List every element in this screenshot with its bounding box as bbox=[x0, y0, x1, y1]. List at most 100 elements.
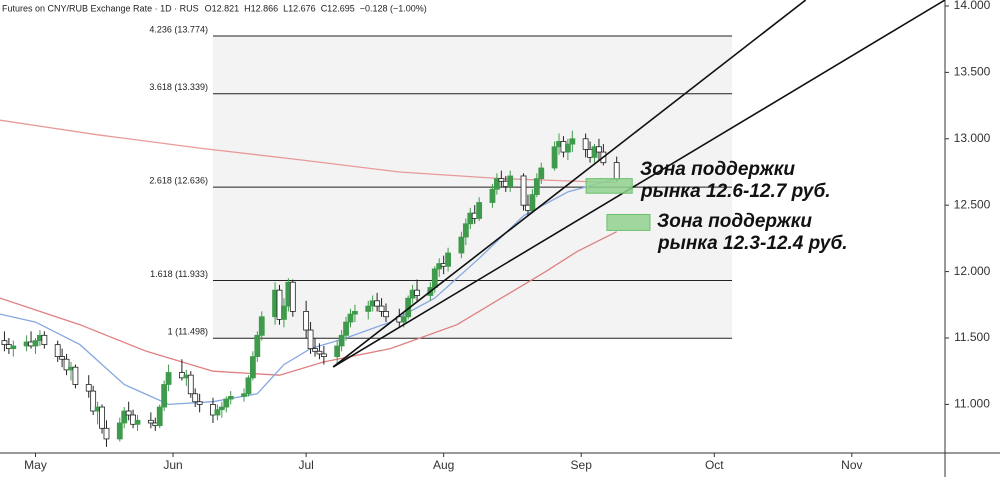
candle-body bbox=[582, 138, 589, 150]
candle-body bbox=[41, 334, 48, 346]
candle-body bbox=[529, 194, 536, 211]
candle-body bbox=[352, 311, 358, 315]
candle-body bbox=[414, 289, 420, 296]
candle-body bbox=[32, 340, 39, 347]
fib-level-label: 2.618 (12.636) bbox=[149, 175, 208, 185]
support-zone bbox=[606, 213, 651, 231]
candle-body bbox=[156, 406, 163, 427]
y-tick-label: 11.500 bbox=[954, 330, 990, 344]
fib-level-label: 1 (11.498) bbox=[168, 327, 208, 337]
candle-body bbox=[54, 344, 61, 357]
quote-label: H12.866 bbox=[244, 3, 278, 13]
candle-body bbox=[520, 175, 527, 206]
y-tick-label: 12.500 bbox=[954, 197, 991, 211]
candle-body bbox=[214, 409, 221, 416]
candle-body bbox=[289, 281, 296, 312]
candle-body bbox=[99, 406, 105, 429]
candle-body bbox=[161, 384, 168, 408]
candle-body bbox=[245, 377, 252, 395]
trendline bbox=[332, 0, 807, 368]
candle-body bbox=[343, 321, 349, 336]
candle-body bbox=[383, 311, 389, 318]
y-tick-label: 14.000 bbox=[954, 0, 991, 12]
candle-body bbox=[134, 419, 141, 425]
candle-body bbox=[400, 316, 407, 323]
candle-body bbox=[476, 202, 483, 219]
x-tick-label: Jun bbox=[163, 458, 182, 472]
x-tick-label: Jul bbox=[298, 458, 313, 472]
candle-body bbox=[192, 393, 199, 403]
candle-body bbox=[489, 188, 496, 203]
candle-body bbox=[613, 162, 620, 180]
candle-body bbox=[365, 305, 372, 312]
candle-body bbox=[569, 138, 576, 145]
candle-body bbox=[165, 372, 172, 385]
candle-body bbox=[258, 316, 265, 336]
candle-body bbox=[445, 252, 451, 267]
candle-body bbox=[223, 398, 230, 408]
candle-body bbox=[72, 366, 79, 385]
annotation: Зона поддержки bbox=[640, 159, 795, 180]
x-tick-label: May bbox=[24, 458, 47, 472]
annotation: рынка 12.3-12.4 руб. bbox=[657, 233, 848, 254]
trendline bbox=[332, 0, 946, 368]
candle-body bbox=[564, 143, 571, 153]
candle-body bbox=[596, 146, 602, 153]
candle-body bbox=[85, 384, 92, 392]
candle-body bbox=[507, 175, 514, 187]
y-tick-label: 12.000 bbox=[954, 264, 991, 278]
y-tick-label: 13.500 bbox=[954, 65, 991, 79]
candle-body bbox=[121, 410, 128, 424]
support-zone bbox=[585, 178, 633, 194]
candle-body bbox=[551, 146, 558, 169]
candle-body bbox=[334, 345, 341, 357]
quote-label: −0.128 (−1.00%) bbox=[360, 3, 427, 13]
candle-body bbox=[227, 396, 234, 400]
candle-body bbox=[147, 419, 154, 424]
candle-body bbox=[374, 300, 381, 307]
candle-body bbox=[10, 345, 17, 350]
x-tick-label: Aug bbox=[433, 458, 454, 472]
candle-body bbox=[281, 305, 287, 320]
candle-body bbox=[538, 167, 545, 180]
quote-label: C12.695 bbox=[321, 3, 355, 13]
moving-average-line bbox=[0, 231, 617, 376]
candle-body bbox=[316, 350, 323, 355]
fib-level-label: 4.236 (13.774) bbox=[149, 24, 208, 34]
y-tick-label: 13.000 bbox=[954, 131, 991, 145]
fib-level-label: 1.618 (11.933) bbox=[150, 269, 208, 279]
candle-body bbox=[378, 305, 385, 312]
quote-label: L12.676 bbox=[283, 3, 316, 13]
candle-body bbox=[63, 358, 70, 371]
x-tick-label: Sep bbox=[571, 458, 593, 472]
candle-body bbox=[431, 268, 438, 288]
candle-body bbox=[218, 406, 225, 411]
candle-body bbox=[458, 236, 465, 254]
candle-body bbox=[130, 414, 136, 425]
fib-level-label: 3.618 (13.339) bbox=[149, 82, 208, 92]
candle-body bbox=[307, 329, 314, 350]
candle-body bbox=[462, 223, 469, 238]
candle-body bbox=[347, 313, 354, 323]
candle-body bbox=[312, 348, 318, 352]
candle-body bbox=[338, 334, 345, 347]
candle-body bbox=[103, 427, 110, 440]
candle-body bbox=[494, 178, 500, 190]
candle-body bbox=[533, 178, 540, 195]
x-tick-label: Oct bbox=[705, 458, 724, 472]
candle-body bbox=[276, 289, 283, 320]
candle-body bbox=[303, 311, 310, 331]
candle-body bbox=[187, 374, 194, 395]
chart-title: Futures on CNY/RUB Exchange Rate · 1D · … bbox=[2, 3, 199, 13]
candle-body bbox=[59, 356, 66, 360]
candle-body bbox=[125, 410, 132, 416]
candle-body bbox=[254, 334, 261, 357]
candle-body bbox=[241, 393, 247, 397]
candle-body bbox=[320, 353, 327, 357]
annotation: Зона поддержки bbox=[657, 211, 812, 232]
y-tick-label: 11.000 bbox=[954, 397, 990, 411]
candle-body bbox=[249, 356, 256, 379]
candle-body bbox=[498, 178, 505, 182]
annotation: рынка 12.6-12.7 руб. bbox=[640, 181, 831, 202]
